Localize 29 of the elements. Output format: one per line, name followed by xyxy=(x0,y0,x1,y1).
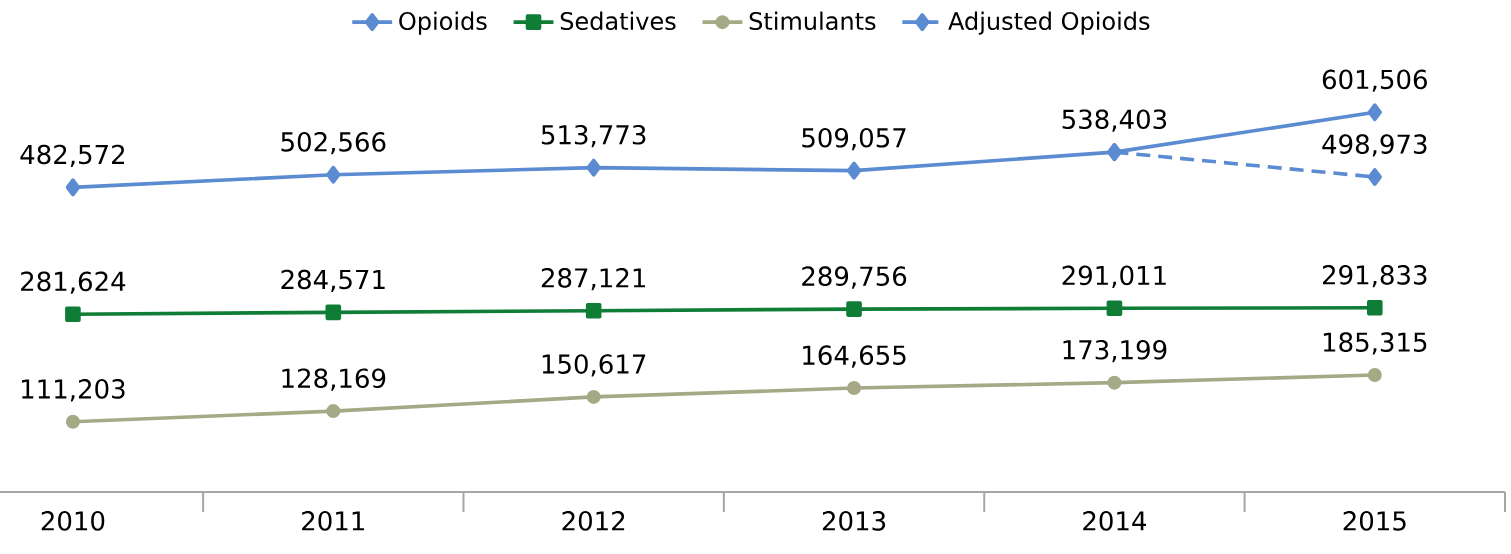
data-label: 164,655 xyxy=(803,345,906,368)
x-tick-label: 2010 xyxy=(41,511,105,531)
legend-label: Stimulants xyxy=(749,11,876,31)
x-tick-label: 2011 xyxy=(302,511,364,531)
x-tick-label: 2013 xyxy=(822,511,886,531)
data-label: 173,199 xyxy=(1063,339,1167,363)
x-tick-label: 2014 xyxy=(1083,511,1147,531)
data-label: 498,973 xyxy=(1322,134,1427,157)
data-label: 281,624 xyxy=(21,271,126,294)
data-label: 601,506 xyxy=(1322,69,1427,92)
legend-label: Adjusted Opioids xyxy=(948,11,1150,35)
data-label: 502,566 xyxy=(281,132,386,155)
legend-label: Opioids xyxy=(399,11,487,35)
data-label: 111,203 xyxy=(22,379,125,402)
data-label: 538,403 xyxy=(1062,109,1167,132)
data-label: 291,833 xyxy=(1322,265,1427,288)
data-label: 513,773 xyxy=(541,124,646,148)
legend-label: Sedatives xyxy=(560,11,676,31)
data-label: 284,571 xyxy=(281,269,385,292)
data-label: 185,315 xyxy=(1323,332,1427,355)
data-label: 291,011 xyxy=(1062,265,1166,288)
data-label: 289,756 xyxy=(802,266,907,289)
data-label: 128,169 xyxy=(282,368,386,391)
data-label: 150,617 xyxy=(542,354,646,377)
data-label: 509,057 xyxy=(802,127,906,151)
data-label: 482,572 xyxy=(20,144,125,167)
x-tick-label: 2012 xyxy=(562,511,625,531)
x-tick-label: 2015 xyxy=(1343,511,1406,531)
data-label: 287,121 xyxy=(541,268,646,291)
